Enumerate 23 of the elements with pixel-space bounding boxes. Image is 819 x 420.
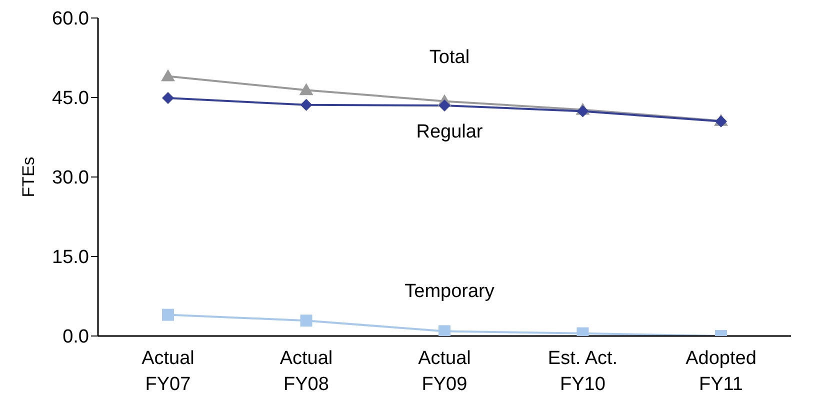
x-tick-label: Actual FY08 [280, 348, 333, 395]
x-tick-label: Adopted FY11 [686, 348, 756, 395]
point [162, 92, 174, 104]
point [300, 314, 312, 327]
y-tick-label: 45.0 [52, 88, 89, 110]
y-axis-title: FTEs [19, 156, 38, 198]
series-label: Temporary [404, 281, 495, 302]
y-tick-label: 60.0 [52, 8, 89, 30]
point [299, 83, 314, 96]
series-label: Regular [416, 121, 484, 142]
point [161, 69, 175, 82]
x-tick-label: Actual FY07 [142, 348, 194, 395]
x-tick-label: Est. Act. FY10 [548, 348, 618, 395]
point [300, 98, 312, 111]
y-tick-label: 0.0 [62, 326, 89, 348]
point [438, 325, 450, 336]
point [438, 99, 450, 112]
point [162, 308, 174, 321]
point [576, 105, 589, 118]
series-label: Total [429, 47, 470, 68]
y-tick-label: 30.0 [52, 168, 89, 189]
y-tick-label: 15.0 [52, 247, 89, 268]
x-tick-label: Actual FY09 [418, 348, 471, 395]
